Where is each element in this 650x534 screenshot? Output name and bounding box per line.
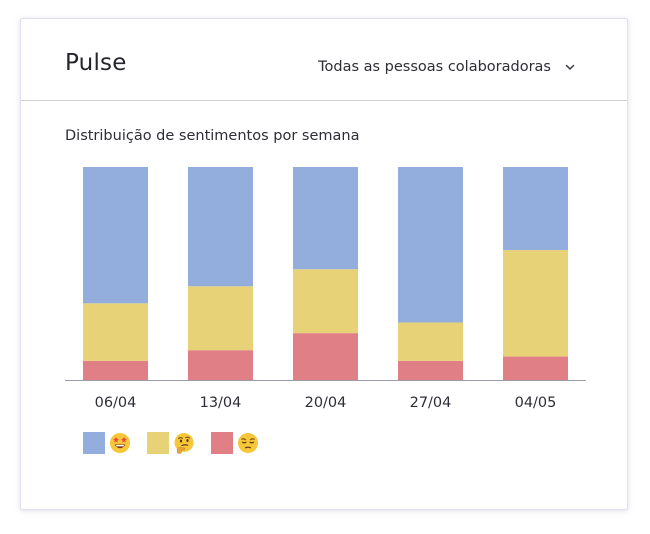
bar-segment-04-05-s2 <box>503 167 568 251</box>
legend-swatch-blue <box>83 432 105 454</box>
x-tick-label: 13/04 <box>200 395 242 411</box>
bar-segment-06-04-s2 <box>83 167 148 304</box>
bar-segment-27-04-s2 <box>398 167 463 323</box>
card-title: Pulse <box>65 50 127 76</box>
bar-segment-20-04-s0 <box>293 333 358 380</box>
legend-item-pensive <box>211 432 259 454</box>
chevron-down-icon <box>565 64 575 70</box>
legend-swatch-yellow <box>147 432 169 454</box>
bar-segment-20-04-s1 <box>293 269 358 334</box>
bar-segment-13-04-s2 <box>188 167 253 287</box>
bar-segment-27-04-s0 <box>398 360 463 380</box>
x-tick-label: 04/05 <box>515 395 557 411</box>
bar-segment-06-04-s0 <box>83 360 148 380</box>
bar-segment-13-04-s0 <box>188 350 253 380</box>
bar-segment-27-04-s1 <box>398 322 463 361</box>
bar-segment-13-04-s1 <box>188 286 253 351</box>
chart-legend <box>83 432 275 454</box>
star-struck-face-icon <box>110 433 130 453</box>
chart-title: Distribuição de sentimentos por semana <box>65 128 360 144</box>
legend-item-star-struck <box>83 432 131 454</box>
bar-segment-04-05-s0 <box>503 356 568 380</box>
legend-swatch-red <box>211 432 233 454</box>
x-tick-label: 20/04 <box>305 395 347 411</box>
x-tick-label: 06/04 <box>95 395 137 411</box>
card-header: Pulse Todas as pessoas colaboradoras <box>21 19 627 101</box>
pulse-card: Pulse Todas as pessoas colaboradoras Dis… <box>20 18 628 510</box>
bar-segment-06-04-s1 <box>83 303 148 361</box>
bar-segment-20-04-s2 <box>293 167 358 270</box>
bar-segment-04-05-s1 <box>503 250 568 357</box>
legend-item-thinking <box>147 432 195 454</box>
x-tick-label: 27/04 <box>410 395 452 411</box>
pensive-face-icon <box>238 433 258 453</box>
thinking-face-icon <box>174 433 194 454</box>
stacked-bar-chart: 06/04 13/04 20/04 27/04 04/05 <box>65 167 586 411</box>
filter-label: Todas as pessoas colaboradoras <box>318 59 551 75</box>
collaborator-filter-dropdown[interactable]: Todas as pessoas colaboradoras <box>318 59 577 75</box>
